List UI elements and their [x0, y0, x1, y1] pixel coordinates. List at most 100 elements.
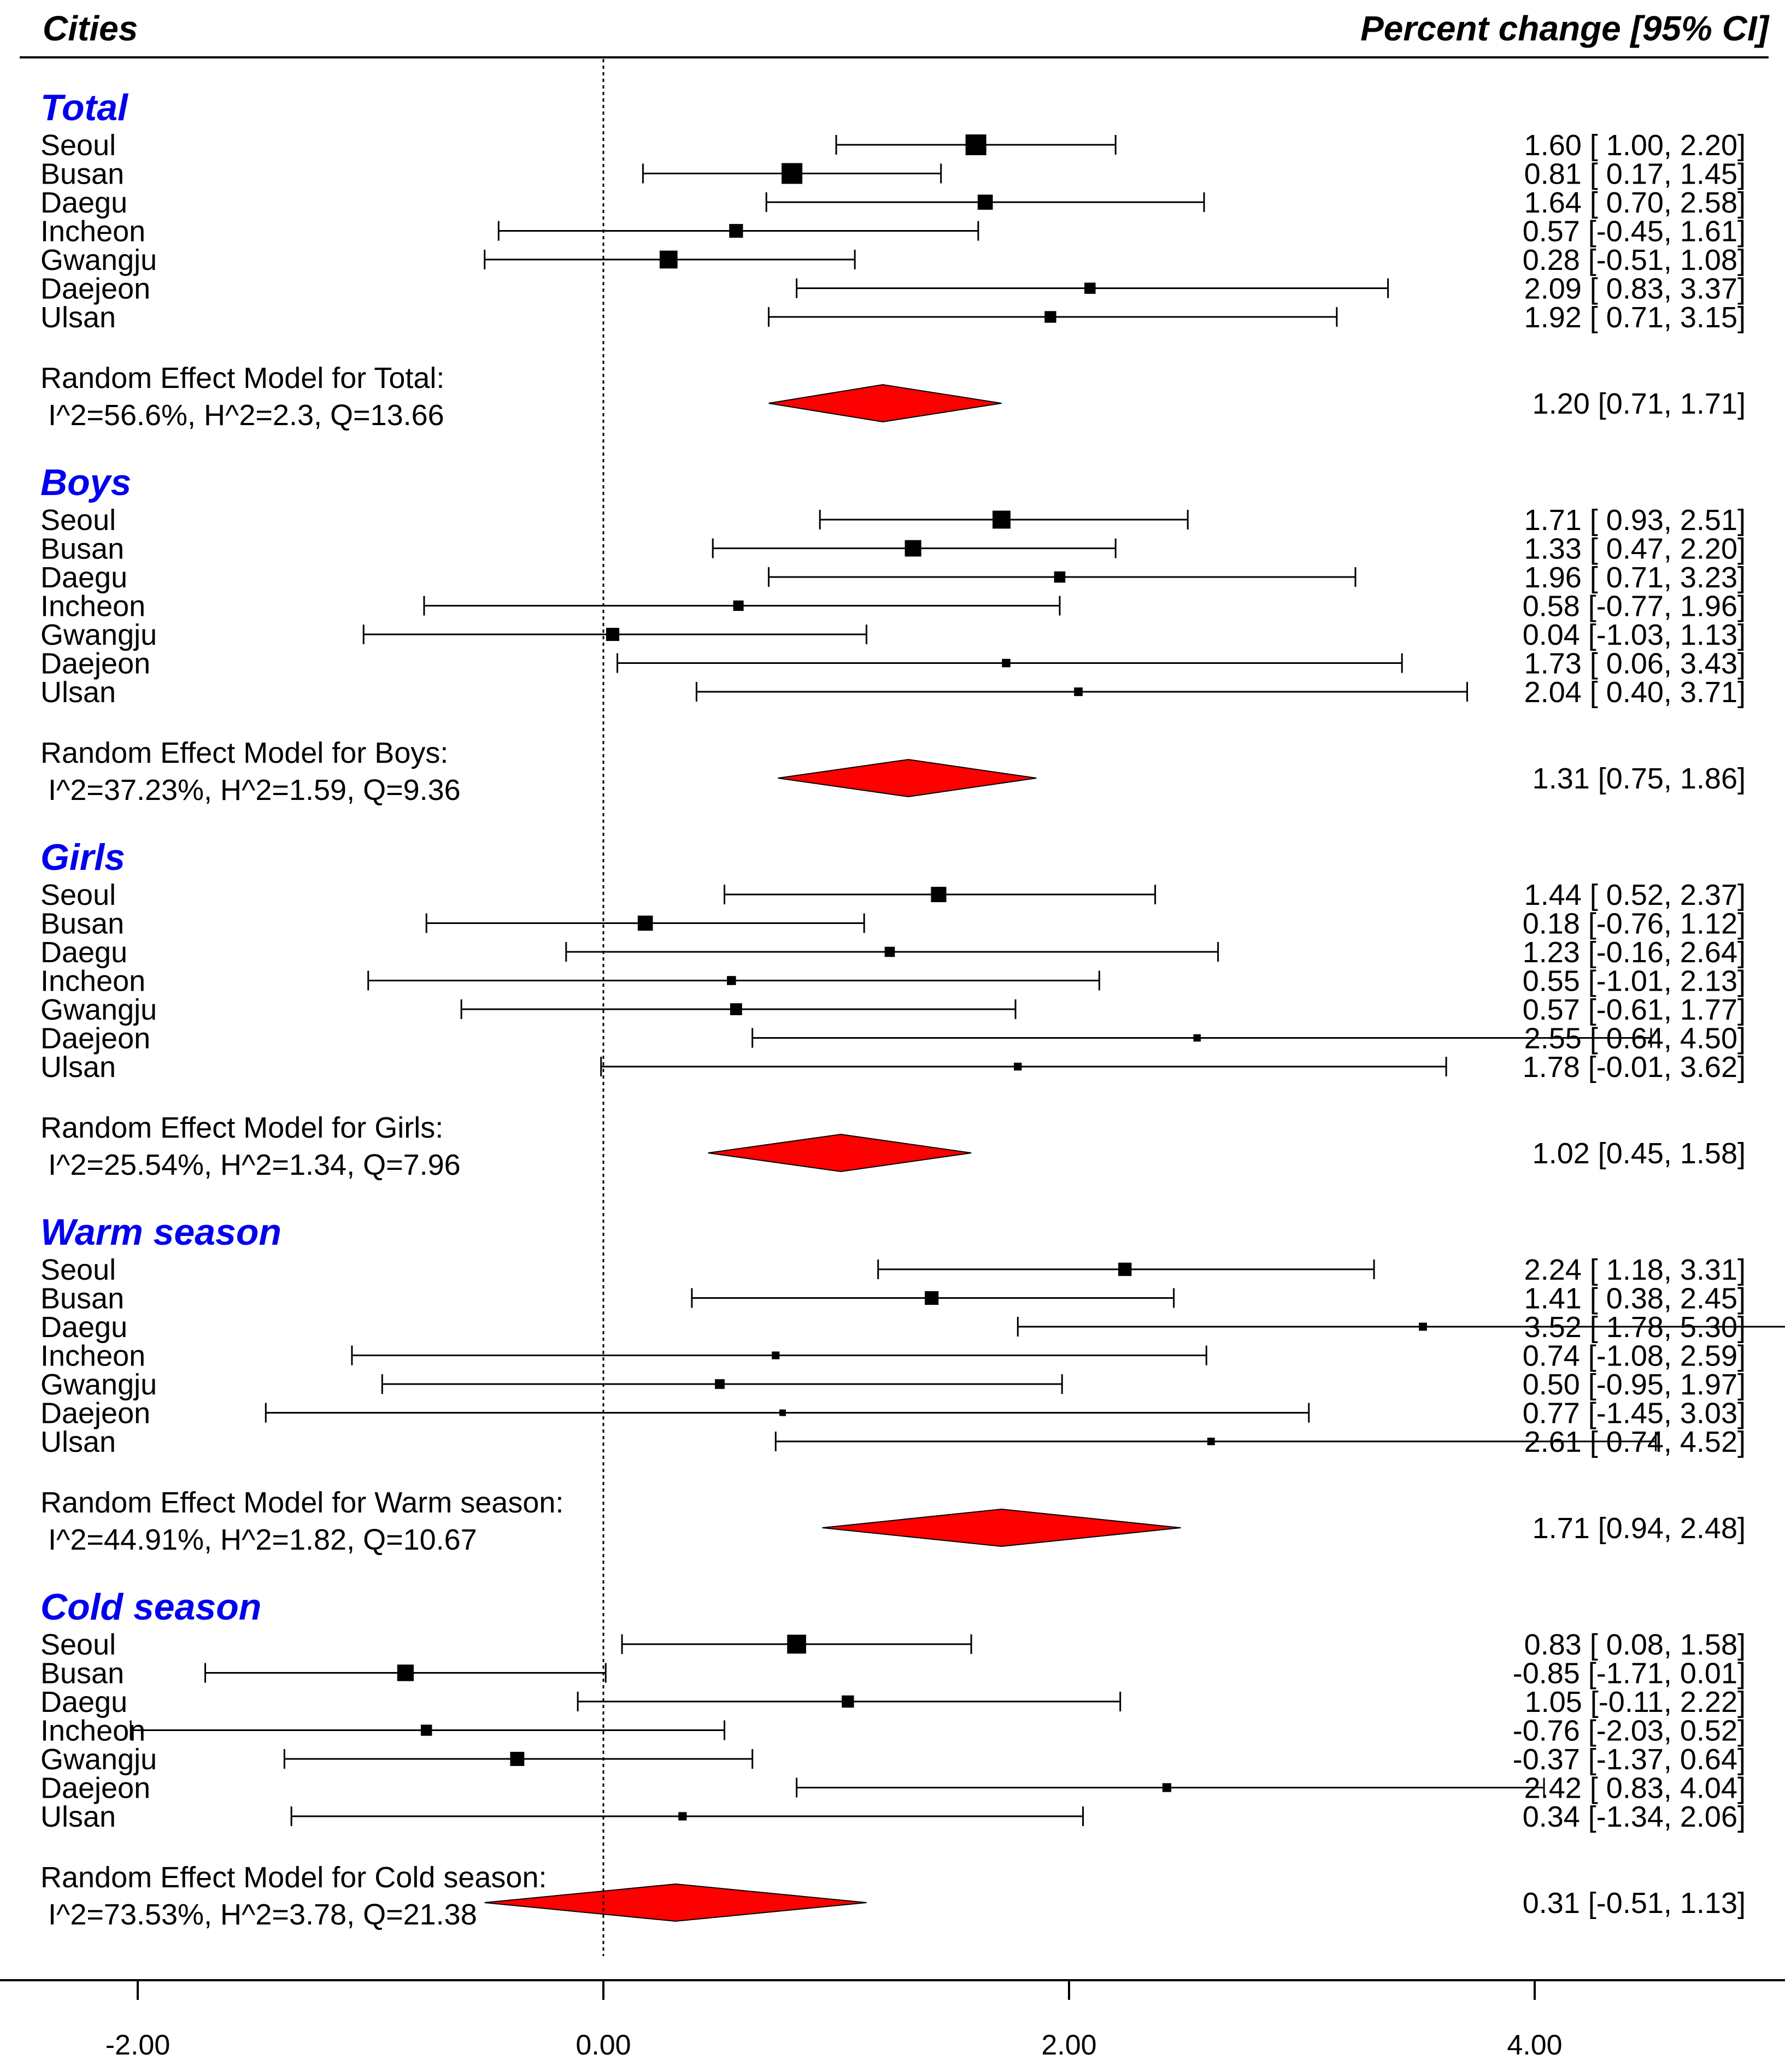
- study-estimate-text: 1.60 [ 1.00, 2.20]: [1524, 129, 1746, 162]
- study-label: Ulsan: [40, 301, 116, 334]
- study-estimate-text: 1.73 [ 0.06, 3.43]: [1524, 648, 1746, 680]
- study-label: Incheon: [40, 1715, 145, 1747]
- study-label: Busan: [40, 158, 124, 191]
- study-label: Seoul: [40, 129, 116, 162]
- summary-estimate-text: 0.31 [-0.51, 1.13]: [1523, 1887, 1746, 1920]
- study-label: Incheon: [40, 590, 145, 623]
- study-estimate-text: 1.44 [ 0.52, 2.37]: [1524, 879, 1746, 911]
- study-label: Gwangju: [40, 993, 157, 1026]
- study-estimate-text: 2.24 [ 1.18, 3.31]: [1524, 1253, 1746, 1286]
- study-label: Gwangju: [40, 619, 157, 651]
- study-estimate-text: 0.34 [-1.34, 2.06]: [1523, 1800, 1746, 1833]
- study-label: Seoul: [40, 504, 116, 537]
- study-estimate-text: 0.83 [ 0.08, 1.58]: [1524, 1628, 1746, 1661]
- point-estimate: [678, 1812, 687, 1821]
- study-estimate-text: 0.57 [-0.45, 1.61]: [1523, 215, 1746, 248]
- point-estimate: [1207, 1438, 1215, 1445]
- study-label: Busan: [40, 908, 124, 940]
- group-title: Warm season: [40, 1211, 281, 1253]
- study-label: Seoul: [40, 879, 116, 911]
- point-estimate: [993, 510, 1011, 529]
- point-estimate: [1162, 1783, 1172, 1792]
- study-label: Incheon: [40, 1340, 145, 1373]
- study-estimate-text: 1.71 [ 0.93, 2.51]: [1524, 504, 1746, 537]
- study-estimate-text: 0.81 [ 0.17, 1.45]: [1524, 158, 1746, 191]
- point-estimate: [397, 1664, 414, 1681]
- summary-stats: I^2=25.54%, H^2=1.34, Q=7.96: [48, 1149, 461, 1181]
- study-estimate-text: 0.74 [-1.08, 2.59]: [1523, 1340, 1746, 1373]
- summary-label: Random Effect Model for Cold season:: [40, 1861, 547, 1894]
- summary-label: Random Effect Model for Boys:: [40, 737, 448, 769]
- summary-diamond: [822, 1508, 1181, 1547]
- x-tick-label: 0.00: [576, 2029, 631, 2061]
- study-label: Ulsan: [40, 1051, 116, 1084]
- study-label: Seoul: [40, 1253, 116, 1286]
- point-estimate: [1002, 658, 1011, 668]
- point-estimate: [1074, 687, 1083, 696]
- study-label: Busan: [40, 533, 124, 566]
- point-estimate: [730, 1003, 742, 1015]
- point-estimate: [715, 1379, 725, 1389]
- study-estimate-text: 2.04 [ 0.40, 3.71]: [1524, 676, 1746, 709]
- study-label: Seoul: [40, 1628, 116, 1661]
- study-label: Daegu: [40, 936, 127, 969]
- study-label: Gwangju: [40, 1743, 157, 1776]
- study-estimate-text: 1.33 [ 0.47, 2.20]: [1524, 533, 1746, 566]
- point-estimate: [1014, 1062, 1022, 1071]
- study-label: Daejeon: [40, 273, 150, 305]
- point-estimate: [1044, 311, 1056, 323]
- header-percent-change: Percent change [95% CI]: [1360, 9, 1770, 48]
- point-estimate: [1054, 571, 1066, 583]
- summary-estimate-text: 1.02 [0.45, 1.58]: [1532, 1137, 1746, 1170]
- study-label: Daegu: [40, 1686, 127, 1718]
- point-estimate: [729, 223, 743, 238]
- x-tick-label: 4.00: [1507, 2029, 1562, 2061]
- x-tick-label: 2.00: [1041, 2029, 1096, 2061]
- point-estimate: [772, 1351, 780, 1359]
- point-estimate: [884, 946, 895, 957]
- study-label: Busan: [40, 1282, 124, 1315]
- summary-estimate-text: 1.31 [0.75, 1.86]: [1532, 762, 1746, 795]
- point-estimate: [842, 1695, 854, 1708]
- header-cities: Cities: [43, 9, 138, 48]
- study-label: Daegu: [40, 186, 127, 219]
- study-estimate-text: 0.57 [-0.61, 1.77]: [1523, 993, 1746, 1026]
- study-label: Daejeon: [40, 1022, 150, 1055]
- point-estimate: [977, 195, 993, 210]
- group-title: Cold season: [40, 1586, 261, 1628]
- summary-label: Random Effect Model for Warm season:: [40, 1486, 563, 1519]
- point-estimate: [925, 1291, 939, 1305]
- study-label: Daegu: [40, 1311, 127, 1344]
- group-title: Girls: [40, 837, 125, 878]
- summary-diamond: [484, 1883, 867, 1922]
- summary-stats: I^2=73.53%, H^2=3.78, Q=21.38: [48, 1898, 477, 1931]
- point-estimate: [779, 1409, 786, 1416]
- point-estimate: [727, 976, 736, 985]
- study-estimate-text: -0.76 [-2.03, 0.52]: [1513, 1715, 1746, 1747]
- summary-estimate-text: 1.20 [0.71, 1.71]: [1532, 387, 1746, 420]
- study-label: Daegu: [40, 561, 127, 594]
- point-estimate: [659, 250, 678, 269]
- study-estimate-text: 2.09 [ 0.83, 3.37]: [1524, 273, 1746, 305]
- study-estimate-text: 0.77 [-1.45, 3.03]: [1523, 1397, 1746, 1430]
- point-estimate: [733, 600, 744, 611]
- summary-estimate-text: 1.71 [0.94, 2.48]: [1532, 1512, 1746, 1545]
- point-estimate: [782, 163, 803, 184]
- study-estimate-text: 1.96 [ 0.71, 3.23]: [1524, 561, 1746, 594]
- study-label: Ulsan: [40, 1800, 116, 1833]
- study-estimate-text: 0.58 [-0.77, 1.96]: [1523, 590, 1746, 623]
- study-estimate-text: 1.05 [-0.11, 2.22]: [1525, 1686, 1746, 1718]
- study-estimate-text: 0.55 [-1.01, 2.13]: [1523, 965, 1746, 998]
- point-estimate: [1084, 282, 1096, 294]
- study-label: Ulsan: [40, 1426, 116, 1458]
- point-estimate: [606, 627, 620, 641]
- summary-stats: I^2=56.6%, H^2=2.3, Q=13.66: [48, 399, 444, 432]
- point-estimate: [931, 886, 947, 903]
- point-estimate: [637, 915, 653, 931]
- group-title: Total: [40, 87, 129, 128]
- study-label: Daejeon: [40, 1397, 150, 1430]
- point-estimate: [965, 134, 987, 155]
- study-estimate-text: 1.78 [-0.01, 3.62]: [1523, 1051, 1746, 1084]
